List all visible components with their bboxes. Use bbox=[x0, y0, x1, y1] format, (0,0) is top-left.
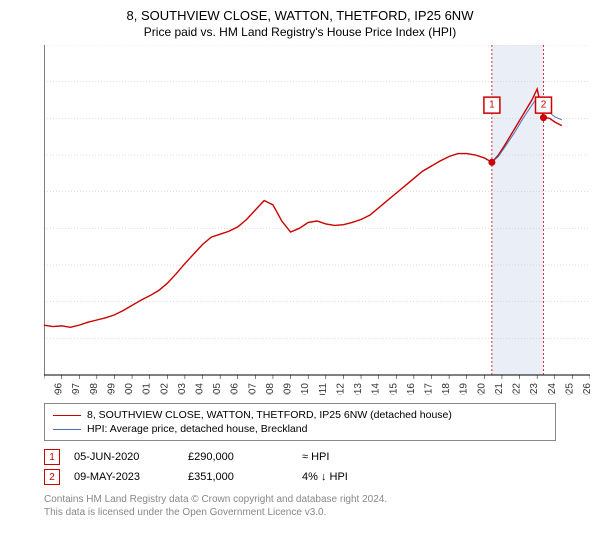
svg-text:1995: 1995 bbox=[44, 383, 47, 395]
sale-date: 09-MAY-2023 bbox=[74, 471, 174, 483]
svg-text:1996: 1996 bbox=[54, 383, 65, 395]
svg-text:2020: 2020 bbox=[476, 383, 487, 395]
svg-text:2025: 2025 bbox=[564, 383, 575, 395]
price-chart: £0£50K£100K£150K£200K£250K£300K£350K£400… bbox=[44, 45, 590, 395]
svg-text:2014: 2014 bbox=[371, 383, 382, 395]
svg-text:1999: 1999 bbox=[106, 383, 117, 395]
sale-marker-icon: 2 bbox=[44, 469, 60, 485]
svg-text:2026: 2026 bbox=[582, 383, 590, 395]
svg-text:2017: 2017 bbox=[423, 383, 434, 395]
legend-item: HPI: Average price, detached house, Brec… bbox=[53, 422, 547, 436]
sale-row: 2 09-MAY-2023 £351,000 4% ↓ HPI bbox=[44, 467, 556, 487]
svg-text:2008: 2008 bbox=[265, 383, 276, 395]
svg-text:2015: 2015 bbox=[388, 383, 399, 395]
page-subtitle: Price paid vs. HM Land Registry's House … bbox=[0, 23, 600, 45]
svg-text:1997: 1997 bbox=[71, 383, 82, 395]
svg-text:2002: 2002 bbox=[159, 383, 170, 395]
svg-text:2010: 2010 bbox=[300, 383, 311, 395]
svg-text:2023: 2023 bbox=[529, 383, 540, 395]
legend-swatch bbox=[53, 415, 81, 416]
sale-price: £351,000 bbox=[188, 471, 288, 483]
svg-text:2001: 2001 bbox=[142, 383, 153, 395]
svg-text:2024: 2024 bbox=[547, 383, 558, 395]
svg-text:2006: 2006 bbox=[230, 383, 241, 395]
svg-text:2005: 2005 bbox=[212, 383, 223, 395]
svg-text:2013: 2013 bbox=[353, 383, 364, 395]
page-title: 8, SOUTHVIEW CLOSE, WATTON, THETFORD, IP… bbox=[0, 0, 600, 23]
sales-table: 1 05-JUN-2020 £290,000 ≈ HPI 2 09-MAY-2023 £35… bbox=[44, 447, 556, 487]
sale-row: 1 05-JUN-2020 £290,000 ≈ HPI bbox=[44, 447, 556, 467]
svg-text:2019: 2019 bbox=[459, 383, 470, 395]
svg-text:2021: 2021 bbox=[494, 383, 505, 395]
legend-label: HPI: Average price, detached house, Brec… bbox=[87, 423, 307, 435]
legend-swatch bbox=[53, 429, 81, 430]
svg-text:2: 2 bbox=[541, 100, 547, 111]
footer-line: This data is licensed under the Open Gov… bbox=[44, 506, 556, 519]
sale-marker-icon: 1 bbox=[44, 449, 60, 465]
legend-label: 8, SOUTHVIEW CLOSE, WATTON, THETFORD, IP… bbox=[87, 409, 452, 421]
footer-attribution: Contains HM Land Registry data © Crown c… bbox=[44, 493, 556, 519]
sale-delta: 4% ↓ HPI bbox=[302, 471, 402, 483]
svg-text:2022: 2022 bbox=[512, 383, 523, 395]
svg-text:2007: 2007 bbox=[247, 383, 258, 395]
sale-date: 05-JUN-2020 bbox=[74, 451, 174, 463]
svg-text:2011: 2011 bbox=[318, 383, 329, 395]
svg-text:2009: 2009 bbox=[283, 383, 294, 395]
legend-item: 8, SOUTHVIEW CLOSE, WATTON, THETFORD, IP… bbox=[53, 408, 547, 422]
svg-text:2000: 2000 bbox=[124, 383, 135, 395]
footer-line: Contains HM Land Registry data © Crown c… bbox=[44, 493, 556, 506]
sale-delta: ≈ HPI bbox=[302, 451, 402, 463]
legend: 8, SOUTHVIEW CLOSE, WATTON, THETFORD, IP… bbox=[44, 403, 556, 441]
svg-text:2016: 2016 bbox=[406, 383, 417, 395]
svg-text:2003: 2003 bbox=[177, 383, 188, 395]
svg-text:1998: 1998 bbox=[89, 383, 100, 395]
sale-price: £290,000 bbox=[188, 451, 288, 463]
svg-text:1: 1 bbox=[489, 100, 495, 111]
chart-svg: £0£50K£100K£150K£200K£250K£300K£350K£400… bbox=[44, 45, 590, 395]
svg-text:2018: 2018 bbox=[441, 383, 452, 395]
svg-text:2012: 2012 bbox=[335, 383, 346, 395]
svg-text:2004: 2004 bbox=[195, 383, 206, 395]
